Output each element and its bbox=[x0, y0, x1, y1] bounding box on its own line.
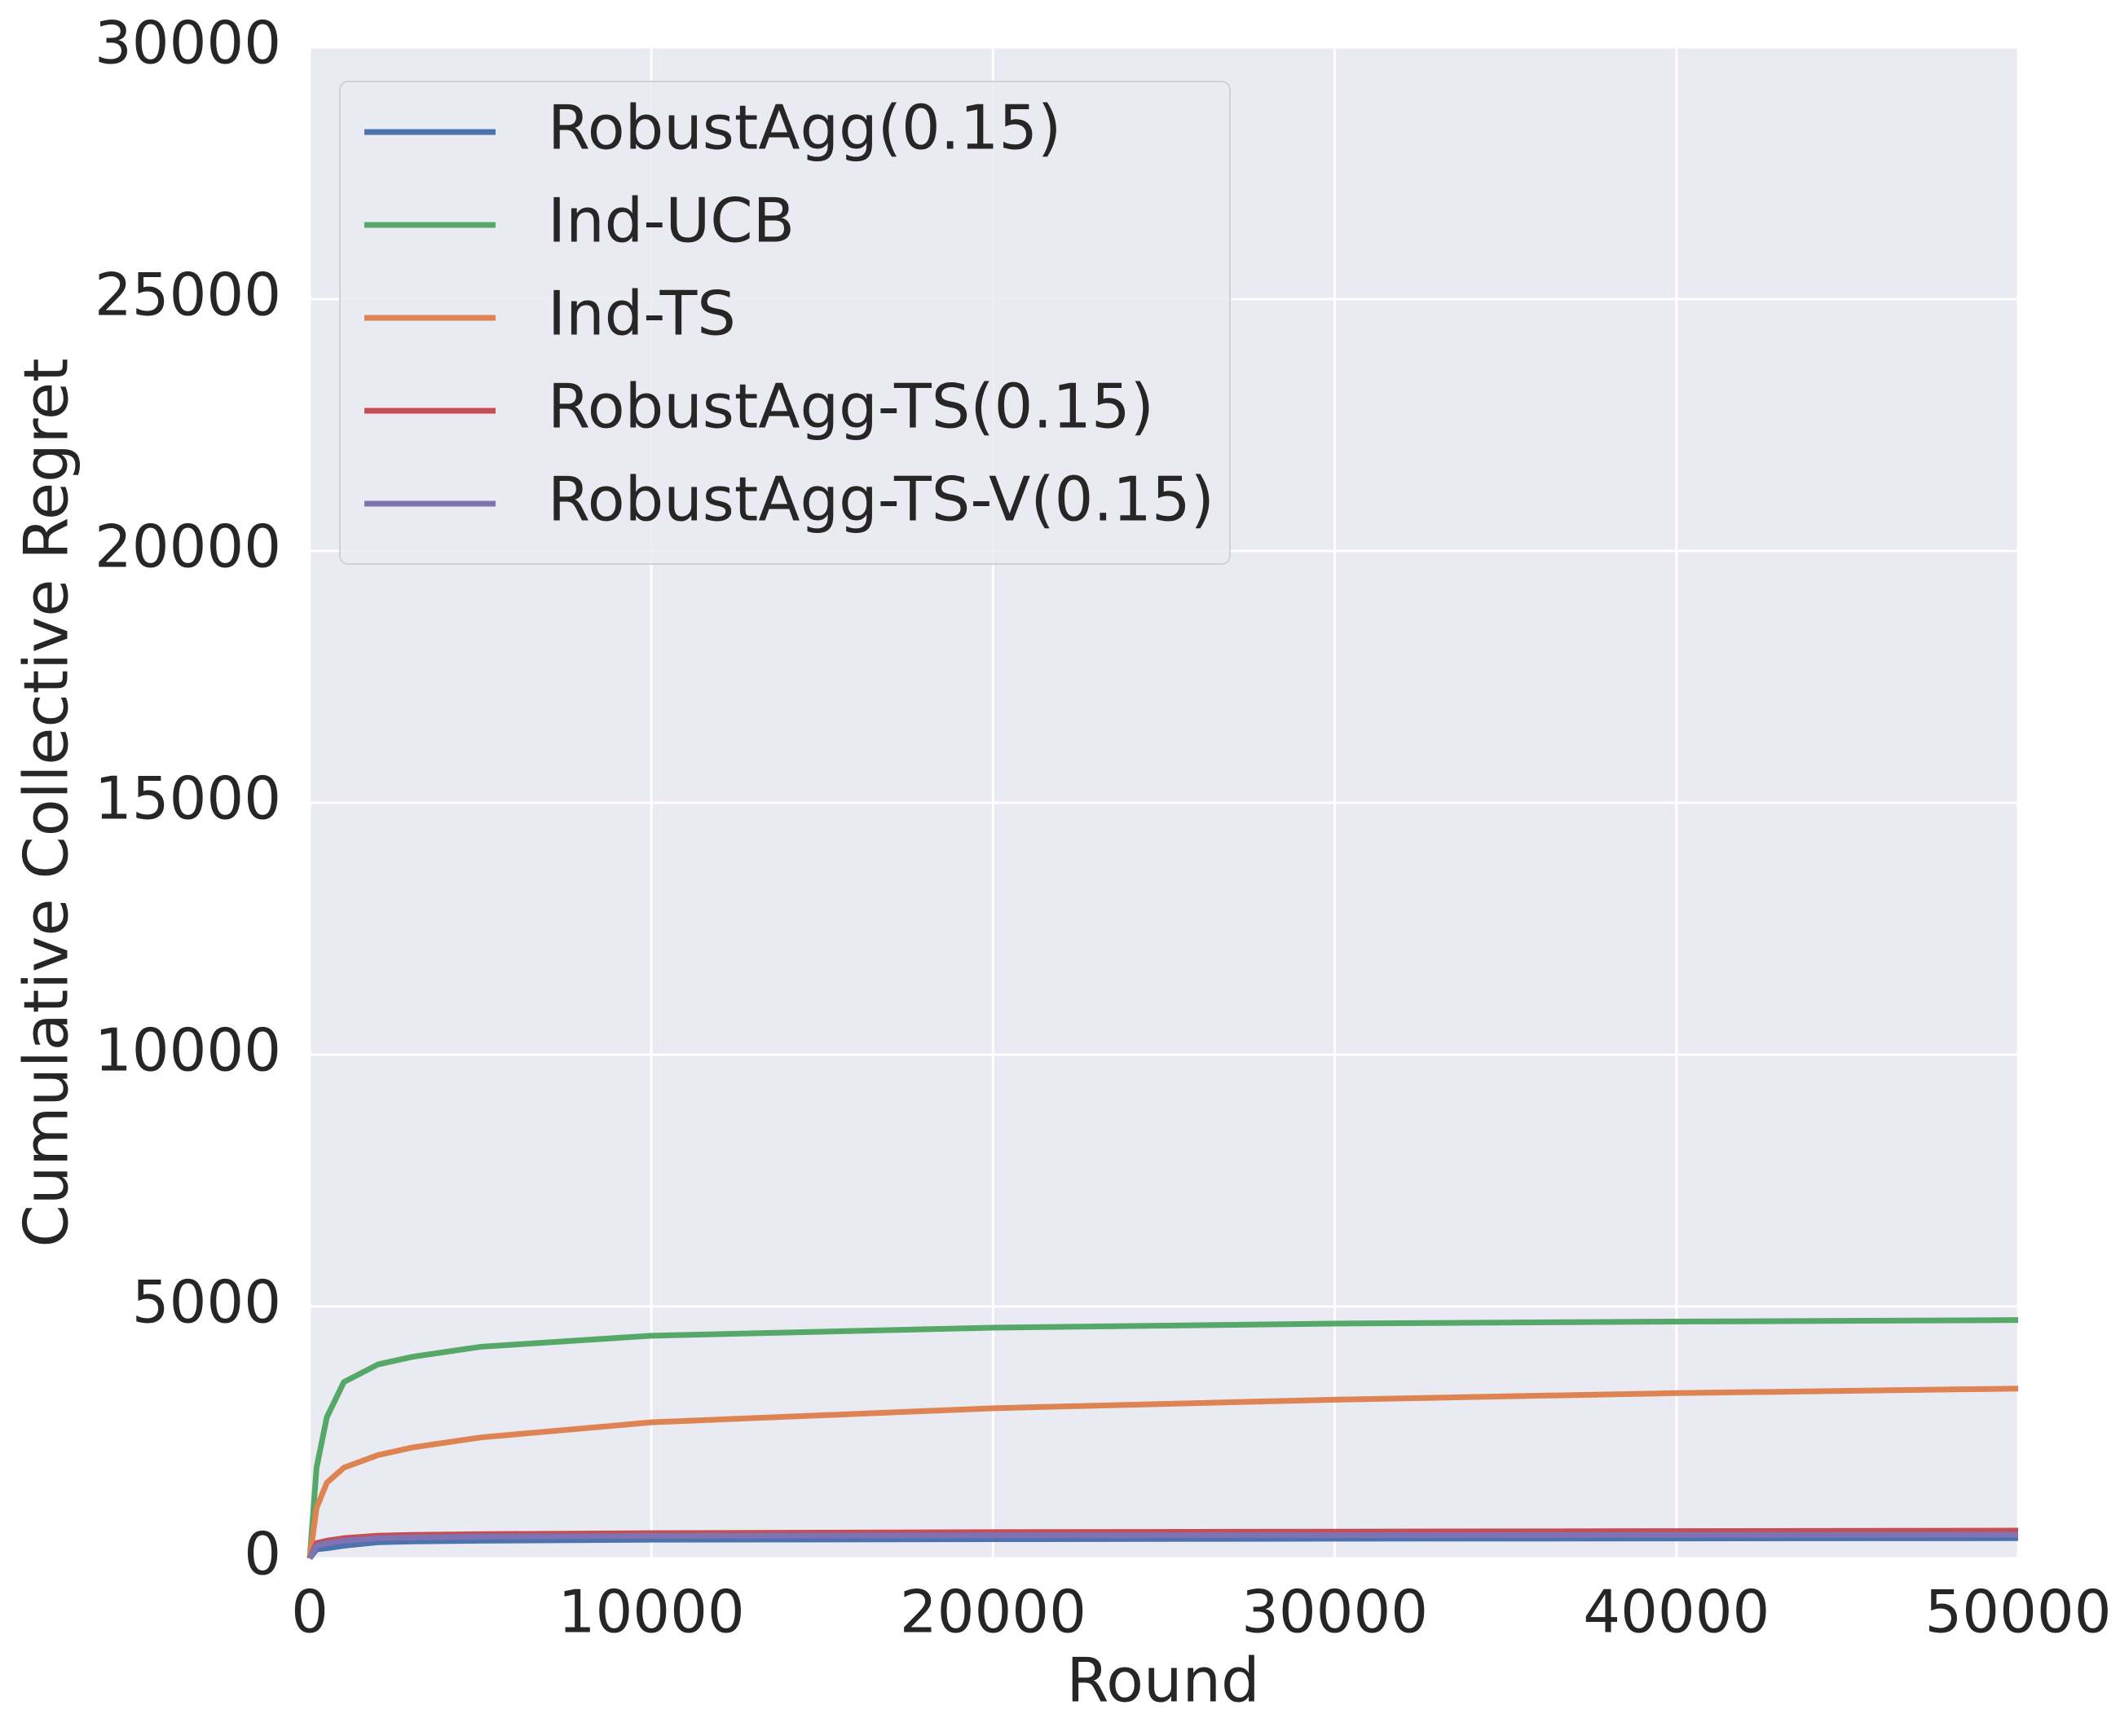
legend-label: RobustAgg(0.15) bbox=[548, 92, 1061, 164]
y-tick-label: 5000 bbox=[132, 1268, 281, 1337]
y-tick-label: 15000 bbox=[95, 764, 281, 833]
x-axis-label: Round bbox=[1066, 1645, 1259, 1716]
y-tick-label: 0 bbox=[244, 1520, 281, 1588]
y-axis-label: Cumulative Collective Regret bbox=[11, 358, 82, 1247]
x-tick-label: 40000 bbox=[1583, 1578, 1770, 1646]
legend-box bbox=[339, 81, 1231, 565]
legend: RobustAgg(0.15) Ind-UCB Ind-TS RobustAgg-TS… bbox=[339, 81, 1231, 565]
y-tick-label: 25000 bbox=[95, 261, 281, 329]
x-tick-label: 0 bbox=[291, 1578, 328, 1646]
x-tick-label: 50000 bbox=[1924, 1578, 2111, 1646]
x-tick-label: 20000 bbox=[900, 1578, 1086, 1646]
x-tick-label: 30000 bbox=[1241, 1578, 1428, 1646]
legend-label: Ind-UCB bbox=[548, 185, 795, 257]
series-line bbox=[306, 1386, 2019, 1559]
y-tick-label: 10000 bbox=[95, 1016, 281, 1085]
legend-label: Ind-TS bbox=[548, 278, 736, 350]
series-line bbox=[306, 1531, 2019, 1560]
x-tick-label: 10000 bbox=[558, 1578, 745, 1646]
y-tick-label: 20000 bbox=[95, 513, 281, 581]
y-tick-label: 30000 bbox=[95, 9, 281, 77]
legend-label: RobustAgg-TS-V(0.15) bbox=[548, 464, 1214, 535]
legend-label: RobustAgg-TS(0.15) bbox=[548, 371, 1154, 443]
series-line bbox=[306, 1317, 2019, 1559]
series-line bbox=[307, 1535, 2019, 1561]
lines bbox=[306, 1317, 2019, 1561]
